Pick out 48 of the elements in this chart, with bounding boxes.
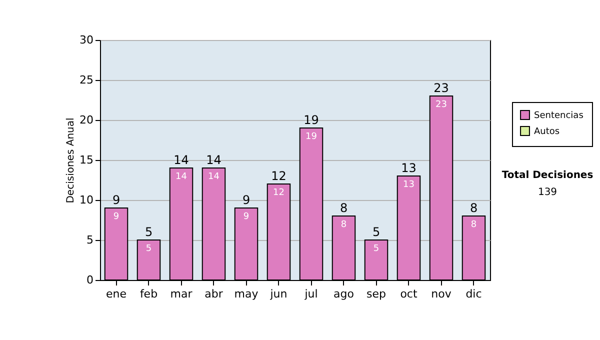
x-tick-label: jul [304, 288, 318, 300]
total-label: 5 [144, 225, 153, 239]
x-tick-label: oct [400, 288, 418, 300]
x-tick-label: feb [140, 288, 158, 300]
x-tick-label: may [234, 288, 259, 300]
x-tick-label: abr [204, 288, 224, 300]
total-label: 19 [304, 113, 319, 127]
x-tick-label: dic [466, 288, 482, 300]
y-tick-label: 0 [86, 274, 94, 286]
y-tick-label: 10 [80, 194, 94, 206]
data-label: 12 [273, 188, 284, 198]
x-tick-label: nov [431, 288, 452, 300]
y-tick-label: 20 [80, 114, 94, 126]
data-label: 8 [340, 220, 347, 230]
x-tick-label: mar [170, 288, 193, 300]
y-tick-label: 5 [86, 234, 94, 246]
total-label: 13 [401, 161, 416, 175]
total-label: 5 [372, 225, 380, 239]
x-tick-label: jun [269, 288, 288, 300]
data-label: 19 [306, 132, 318, 142]
data-label: 14 [176, 172, 188, 182]
text: Total Decisiones [500, 170, 594, 181]
x-tick-label: ago [334, 288, 354, 300]
total-label: 12 [271, 169, 286, 183]
data-label: 13 [403, 180, 414, 190]
legend-label: Autos [534, 127, 560, 137]
total-label: 9 [112, 193, 120, 207]
total-label: 8 [340, 201, 348, 215]
data-label: 8 [470, 220, 477, 230]
y-tick-label: 15 [80, 154, 94, 166]
data-label: 23 [436, 100, 447, 110]
data-label: 5 [146, 244, 152, 254]
total-label: 14 [174, 153, 189, 167]
data-label: 14 [208, 172, 220, 182]
y-tick-label: 25 [80, 74, 94, 86]
data-label: 5 [373, 244, 380, 254]
y-axis-title: Decisiones Anual [66, 118, 77, 204]
text: 139 [536, 187, 558, 198]
data-label: 9 [243, 212, 250, 222]
data-label: 9 [113, 212, 120, 222]
x-tick-label: ene [106, 288, 127, 300]
total-label: 8 [470, 201, 478, 215]
total-label: 14 [206, 153, 222, 167]
y-tick-label: 30 [80, 34, 94, 46]
x-tick-label: sep [366, 288, 386, 300]
legend-label: Sentencias [534, 111, 584, 121]
total-label: 9 [242, 193, 250, 207]
total-label: 23 [434, 81, 449, 95]
